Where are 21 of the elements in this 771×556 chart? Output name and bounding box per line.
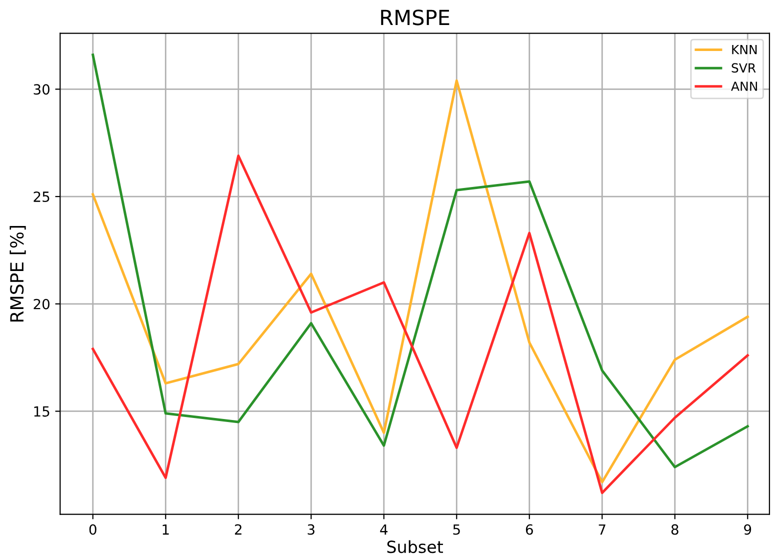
legend-label: SVR [732,63,756,73]
legend-label: ANN [731,82,757,91]
y-tick-label: 30 [34,84,50,95]
x-tick-label: 0 [89,524,96,535]
line-series [92,154,749,494]
y-tick-label: 25 [34,192,50,202]
x-tick-label: 6 [526,524,533,535]
y-tick-label: 15 [34,406,50,417]
x-tick-label: 9 [744,524,752,535]
x-tick-label: 2 [234,524,242,535]
x-tick-label: 4 [380,524,388,535]
y-axis-title: RMSPE [%] [10,226,26,322]
legend-label: KNN [732,44,757,54]
x-tick-label: 1 [162,524,169,535]
y-tick-label: 20 [34,298,50,310]
x-tick-label: 3 [308,524,314,535]
chart-title: RMSPE [381,10,450,26]
x-tick-label: 7 [598,524,606,535]
x-tick-label: 5 [453,524,460,535]
x-axis-title: Subset [387,540,443,554]
x-tick-label: 8 [671,524,678,535]
